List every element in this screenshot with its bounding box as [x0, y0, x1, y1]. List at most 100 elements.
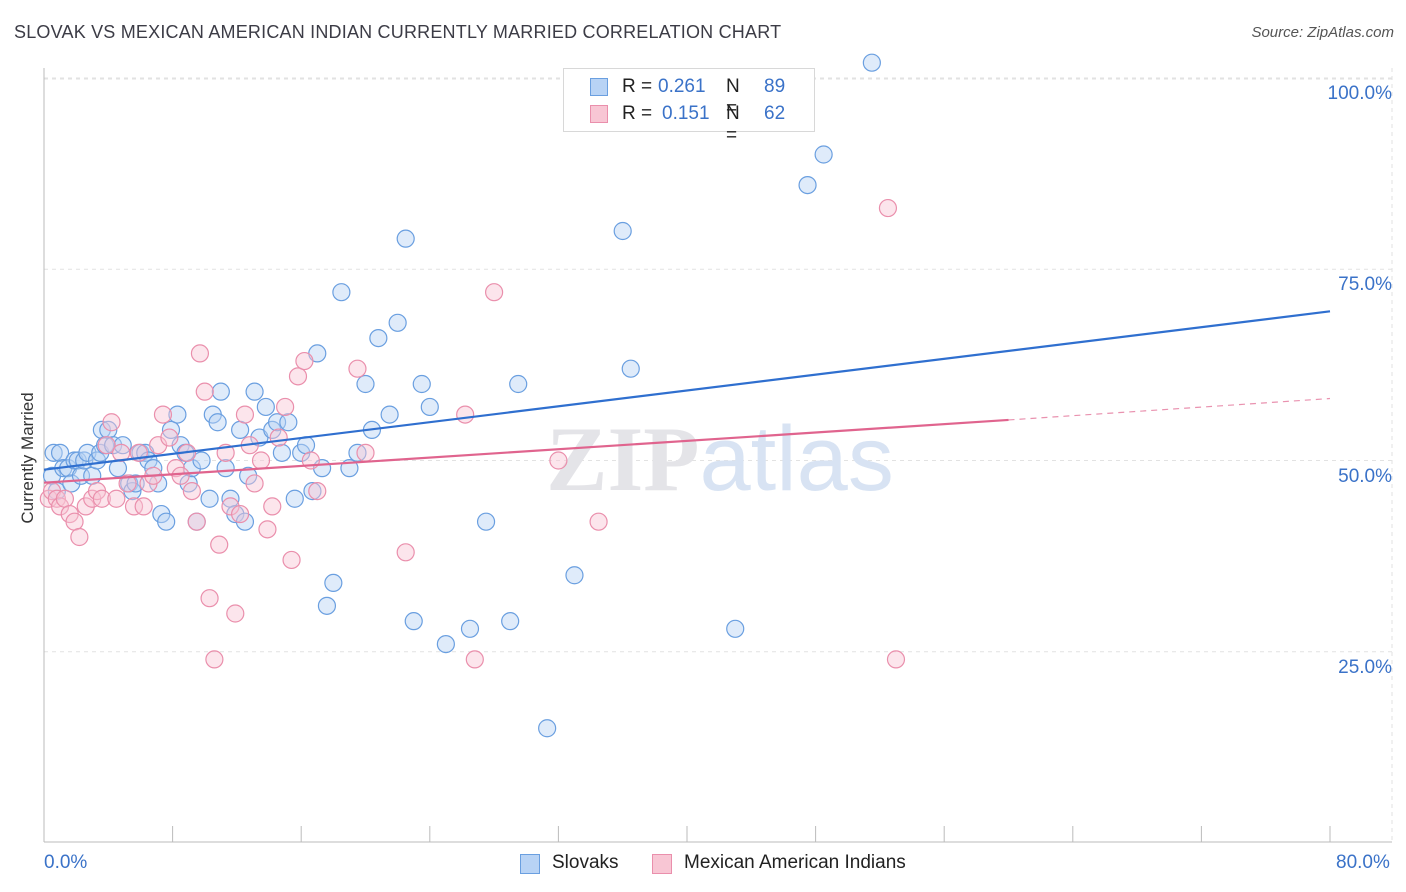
mexican-american-indian-point — [549, 451, 568, 470]
mexican-american-indian-point — [348, 359, 367, 378]
slovak-point — [862, 53, 881, 72]
legend-r-label: R = — [622, 103, 653, 124]
mexican-american-indian-point — [200, 589, 219, 608]
slovak-point — [272, 443, 292, 462]
mexican-american-indian-point — [160, 428, 179, 447]
slovak-point — [404, 612, 423, 631]
mexican-american-indian-point — [118, 474, 137, 493]
mexican-american-indian-point — [55, 489, 74, 508]
mexican-american-indian-point — [886, 650, 906, 669]
mexican-american-indian-trend-extension — [1008, 397, 1331, 421]
mexican-american-indian-point — [276, 397, 295, 417]
mexican-american-indian-point — [465, 650, 484, 669]
slovak-point — [231, 420, 250, 439]
slovak-point — [317, 596, 337, 615]
slovak-trend-line — [43, 310, 1331, 471]
mexican-american-indian-point — [226, 604, 245, 623]
slovak-point — [256, 397, 275, 417]
bottom-legend-swatch-mexican-american-indians — [652, 854, 672, 874]
slovak-point — [565, 566, 584, 585]
mexican-american-indian-point — [269, 428, 288, 447]
slovak-point — [78, 443, 97, 462]
data-points — [39, 53, 906, 738]
slovak-point — [245, 382, 264, 401]
bottom-legend-label-mexican-american-indians: Mexican American Indians — [684, 852, 906, 873]
mexican-american-indian-point — [282, 550, 301, 570]
mexican-american-indian-point — [134, 497, 153, 516]
mexican-american-indian-point — [210, 535, 229, 554]
mexican-american-indian-point — [70, 527, 89, 547]
slovak-point — [332, 283, 351, 302]
mexican-american-indian-trend-line — [43, 418, 1009, 484]
slovak-point — [726, 619, 745, 638]
slovak-point — [356, 374, 375, 394]
mexican-american-indian-point — [485, 283, 504, 302]
mexican-american-indian-point — [258, 520, 277, 539]
watermark-zip: ZIP — [546, 408, 699, 510]
legend-n-value: 62 — [764, 103, 786, 124]
slovak-point — [388, 313, 407, 332]
legend-n-label: N = — [726, 103, 740, 146]
mexican-american-indian-point — [245, 474, 264, 493]
mexican-american-indian-point — [205, 650, 224, 669]
chart-title: SLOVAK VS MEXICAN AMERICAN INDIAN CURREN… — [14, 22, 782, 42]
mexican-american-indian-point — [589, 512, 608, 531]
watermark: ZIPatlas — [546, 408, 894, 510]
bottom-legend-label-slovaks: Slovaks — [552, 852, 619, 873]
slovak-point — [208, 413, 227, 432]
slovak-point — [50, 443, 70, 462]
y-tick-label: 25.0% — [1338, 656, 1392, 678]
mexican-american-indian-point — [231, 504, 250, 524]
mexican-american-indian-point — [92, 489, 111, 508]
slovak-point — [436, 634, 455, 654]
mexican-american-indian-point — [187, 512, 206, 531]
mexican-american-indian-point — [878, 198, 898, 218]
axes — [43, 68, 1392, 843]
bottom-legend-swatch-slovaks — [520, 854, 540, 874]
y-tick-label: 100.0% — [1327, 83, 1392, 104]
mexican-american-indian-point — [456, 405, 475, 424]
slovak-point — [168, 405, 187, 424]
slovak-point — [814, 145, 833, 164]
slovak-point — [113, 436, 132, 455]
slovak-point — [798, 176, 817, 195]
mexican-american-indian-point — [102, 413, 121, 432]
mexican-american-indian-point — [65, 512, 84, 531]
mexican-american-indian-point — [112, 443, 131, 462]
mexican-american-indian-point — [124, 497, 144, 516]
y-tick-label: 75.0% — [1338, 274, 1392, 296]
legend-r-value: 0.151 — [662, 103, 710, 124]
x-tick-label-max: 80.0% — [1336, 852, 1390, 873]
legend-swatch-mexican-american-indians — [590, 105, 608, 123]
slovak-point — [200, 489, 219, 508]
y-axis-label: Currently Married — [18, 392, 37, 524]
legend-n-value: 89 — [764, 76, 786, 97]
x-tick-label-min: 0.0% — [44, 852, 88, 873]
slovak-point — [216, 459, 235, 478]
source-label: Source: ZipAtlas.com — [1251, 24, 1394, 41]
trend-lines — [43, 310, 1331, 484]
mexican-american-indian-point — [221, 497, 240, 516]
slovak-point — [192, 451, 211, 470]
slovak-point — [324, 573, 343, 593]
mexican-american-indian-point — [356, 443, 375, 462]
legend-swatch-slovaks — [590, 78, 608, 96]
slovak-point — [460, 619, 480, 638]
mexican-american-indian-point — [235, 405, 255, 424]
correlation-legend: R = 0.261 N = 89 R = 0.151 N = 62 — [563, 68, 815, 146]
slovak-point — [157, 512, 176, 531]
watermark-atlas: atlas — [700, 408, 894, 510]
mexican-american-indian-point — [288, 367, 308, 386]
mexican-american-indian-point — [396, 543, 415, 562]
slovak-point — [509, 374, 528, 394]
mexican-american-indian-point — [308, 482, 327, 501]
slovak-point — [412, 374, 431, 394]
legend-n-label: N = — [726, 76, 740, 119]
slovak-point — [613, 221, 632, 241]
slovak-point — [161, 420, 181, 439]
slovak-point — [211, 382, 230, 401]
mexican-american-indian-point — [190, 344, 210, 363]
slovak-point — [279, 413, 298, 432]
mexican-american-indian-point — [195, 382, 214, 401]
